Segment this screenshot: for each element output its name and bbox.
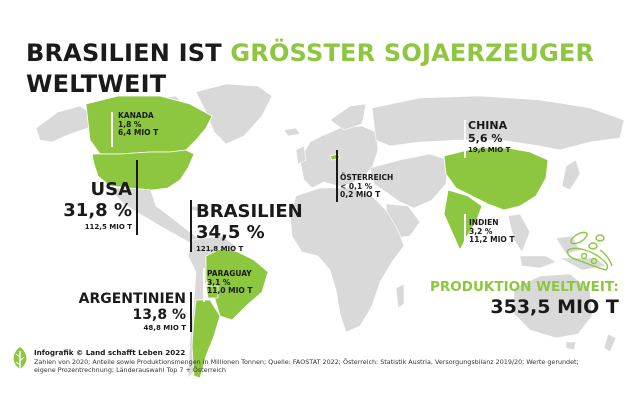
china-name: CHINA <box>468 119 508 132</box>
usa-name: USA <box>90 179 132 200</box>
kanada-name: KANADA <box>118 111 154 120</box>
world-production-label: PRODUKTION WELTWEIT: <box>430 279 619 295</box>
brasilien-share: 34,5 % <box>196 221 265 243</box>
usa-leader <box>136 160 138 235</box>
title-black-part: BRASILIEN IST <box>26 39 222 67</box>
indien-leader <box>464 214 466 250</box>
footer-note-line2: eigene Prozentrechnung; Länderauswahl To… <box>34 366 226 374</box>
oesterreich-name: ÖSTERREICH <box>340 173 394 182</box>
label-indien: INDIEN 3,2 % 11,2 MIO T <box>469 218 515 245</box>
argentinien-share: 13,8 % <box>132 307 186 324</box>
indien-tonnes: 11,2 MIO T <box>469 235 515 245</box>
label-paraguay: PARAGUAY 3,1 % 11,0 MIO T <box>207 269 253 296</box>
paraguay-leader <box>203 268 205 302</box>
region-argentina <box>191 299 221 379</box>
oesterreich-share: < 0,1 % <box>340 181 373 191</box>
kanada-tonnes: 6,4 MIO T <box>118 128 159 138</box>
usa-tonnes: 112,5 MIO T <box>84 223 132 232</box>
china-tonnes: 19,6 MIO T <box>468 146 511 155</box>
label-kanada: KANADA 1,8 % 6,4 MIO T <box>118 111 159 138</box>
argentinien-name: ARGENTINIEN <box>78 291 186 307</box>
region-paraguay <box>205 285 219 299</box>
footer-credit: Infografik © Land schafft Leben 2022 <box>34 348 186 357</box>
brasilien-leader <box>190 200 192 252</box>
oesterreich-tonnes: 0,2 MIO T <box>340 190 381 200</box>
brasilien-tonnes: 121,8 MIO T <box>196 245 244 254</box>
label-oesterreich: ÖSTERREICH < 0,1 % 0,2 MIO T <box>340 173 394 200</box>
region-china <box>443 147 549 211</box>
world-production-value: 353,5 MIO T <box>490 296 619 318</box>
kanada-share: 1,8 % <box>118 119 142 129</box>
label-brasilien: BRASILIEN 34,5 % 121,8 MIO T <box>196 201 303 254</box>
title-green-part: GRÖSSTER SOJAERZEUGER <box>230 39 595 67</box>
label-argentinien: ARGENTINIEN 13,8 % 48,8 MIO T <box>62 291 186 332</box>
paraguay-name: PARAGUAY <box>207 269 252 278</box>
label-china: CHINA 5,6 % 19,6 MIO T <box>468 119 511 155</box>
argentinien-leader <box>190 292 192 332</box>
brasilien-name: BRASILIEN <box>196 201 303 222</box>
china-leader <box>464 120 466 158</box>
title-line2: WELTWEIT <box>26 70 167 98</box>
soybean-pod-icon <box>566 231 613 271</box>
region-austria <box>329 153 341 161</box>
paraguay-tonnes: 11,0 MIO T <box>207 286 253 296</box>
oesterreich-leader <box>336 150 338 202</box>
region-usa <box>91 149 195 191</box>
footer-note-line1: Zahlen von 2020; Anteile sowie Produktio… <box>34 358 579 366</box>
producer-countries <box>85 95 549 379</box>
label-usa: USA 31,8 % 112,5 MIO T <box>60 179 132 232</box>
argentinien-tonnes: 48,8 MIO T <box>143 324 186 333</box>
world-production: PRODUKTION WELTWEIT: 353,5 MIO T <box>430 279 619 318</box>
china-share: 5,6 % <box>468 131 503 145</box>
kanada-leader <box>111 112 113 147</box>
indien-share: 3,2 % <box>469 226 493 236</box>
paraguay-share: 3,1 % <box>207 277 231 287</box>
infographic-title: BRASILIEN IST GRÖSSTER SOJAERZEUGER WELT… <box>26 38 594 100</box>
region-india <box>443 189 483 251</box>
leaf-logo-icon <box>13 347 27 372</box>
indien-name: INDIEN <box>469 218 499 227</box>
usa-share: 31,8 % <box>63 199 132 221</box>
